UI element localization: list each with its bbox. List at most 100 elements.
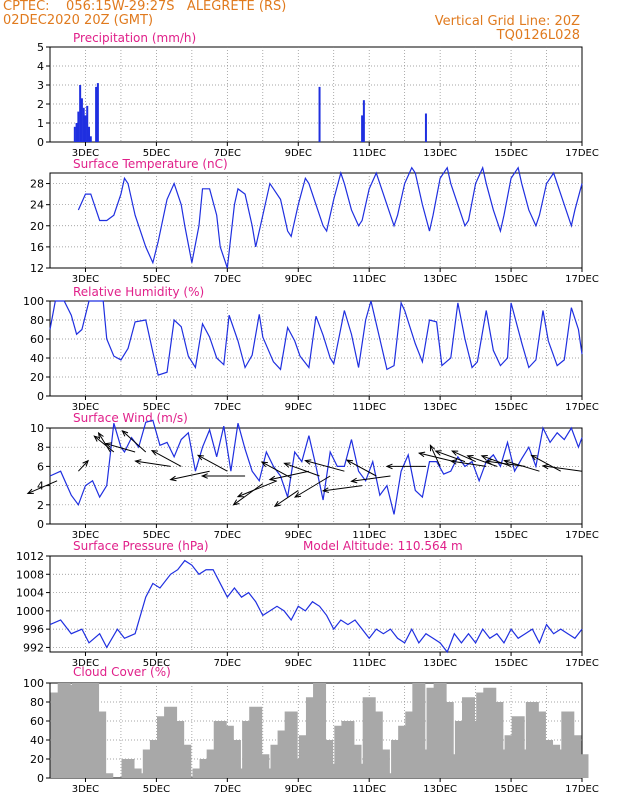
wind-arrow-shaft [323, 485, 363, 492]
precip-xtick-label: 9DEC [285, 148, 312, 159]
wind-arrow-shaft [504, 460, 540, 472]
wind-arrow-head [283, 462, 291, 468]
wind-arrow-shaft [135, 460, 171, 467]
temp-ytick-label: 12 [30, 262, 44, 275]
wind-arrow-head [82, 459, 89, 467]
wind-arrow-shaft [419, 452, 455, 463]
wind-xtick-label: 9DEC [285, 530, 312, 541]
wind-arrow-shaft [94, 435, 115, 453]
wind-xtick-label: 17DEC [565, 530, 599, 541]
cloud-xtick-label: 15DEC [494, 784, 528, 795]
pressure-ytick-label: 992 [23, 641, 44, 654]
cloud-title: Cloud Cover (%) [73, 665, 171, 679]
precip-bar [424, 113, 427, 142]
pressure-ytick-label: 1000 [16, 605, 44, 618]
wind-arrow-shaft [481, 455, 512, 467]
wind-arrow-head [293, 491, 302, 498]
rh-xtick-label: 9DEC [285, 402, 312, 413]
wind-arrow-head [121, 430, 129, 437]
pressure-ytick-label: 1012 [16, 550, 44, 563]
pressure-xtick-label: 7DEC [214, 658, 241, 669]
precip-bar [73, 126, 76, 142]
pressure-ytick-label: 996 [23, 623, 44, 636]
wind-arrow-shaft [542, 465, 583, 472]
wind-arrow-head [350, 477, 358, 484]
temp-ytick-label: 24 [30, 199, 44, 212]
rh-ytick-label: 20 [30, 371, 44, 384]
precip-bar [361, 115, 364, 142]
wind-arrow-head [134, 459, 142, 465]
precip-bar [95, 86, 98, 142]
precip-bar [82, 107, 85, 142]
temp-xtick-label: 13DEC [423, 274, 457, 285]
wind-arrow-head [530, 454, 538, 461]
rh-xtick-label: 7DEC [214, 402, 241, 413]
wind-arrow-shaft [294, 475, 331, 498]
wind-ytick-label: 8 [37, 441, 44, 454]
temp-series-line [77, 165, 583, 269]
wind-arrow-shaft [78, 460, 89, 472]
cloud-xtick-label: 13DEC [423, 784, 457, 795]
wind-ytick-label: 2 [37, 499, 44, 512]
temp-ytick-label: 16 [30, 241, 44, 254]
precip-ytick-label: 1 [37, 117, 44, 130]
wind-arrow-head [304, 459, 312, 465]
rh-ytick-label: 40 [30, 352, 44, 365]
wind-arrow-head [273, 500, 281, 507]
cloud-bar [376, 749, 390, 778]
cloud-ytick-label: 60 [30, 715, 44, 728]
precip-ytick-label: 2 [37, 98, 44, 111]
pressure-frame [49, 555, 583, 653]
pressure-ytick-label: 1008 [16, 568, 44, 581]
model-altitude: Model Altitude: 110.564 m [303, 539, 463, 553]
wind-xtick-label: 7DEC [214, 530, 241, 541]
cloud-bar [192, 768, 206, 778]
precip-bar [88, 126, 91, 142]
wind-xtick-label: 3DEC [72, 530, 99, 541]
pressure-xtick-label: 9DEC [285, 658, 312, 669]
cloud-xtick-label: 5DEC [143, 784, 170, 795]
pressure-title: Surface Pressure (hPa) [73, 539, 209, 553]
wind-arrow-head [200, 473, 208, 479]
wind-arrow-head [484, 459, 493, 465]
wind-arrow-shaft [531, 454, 561, 472]
wind-arrow-shaft [237, 480, 278, 498]
wind-arrow-shaft [98, 432, 111, 453]
cloud-ytick-label: 100 [23, 677, 44, 690]
wind-arrow-head [236, 492, 244, 498]
wind-ytick-label: 0 [37, 518, 44, 531]
cloud-bar [235, 768, 249, 778]
wind-arrow-shaft [233, 483, 264, 506]
rh-ytick-label: 80 [30, 314, 44, 327]
precip-xtick-label: 15DEC [494, 148, 528, 159]
wind-xtick-label: 15DEC [494, 530, 528, 541]
wind-arrow-head [480, 455, 488, 461]
precip-bar [77, 111, 80, 142]
wind-arrow-head [196, 454, 205, 461]
wind-arrow-head [169, 475, 177, 482]
pressure-series-line [49, 559, 583, 654]
wind-arrow-shaft [170, 470, 210, 481]
cloud-bar [135, 773, 149, 778]
precip-bar [80, 98, 83, 142]
cloud-xtick-label: 17DEC [565, 784, 599, 795]
cloud-xtick-label: 7DEC [214, 784, 241, 795]
wind-arrow-head [345, 459, 354, 466]
rh-xtick-label: 11DEC [352, 402, 386, 413]
cloud-ytick-label: 40 [30, 734, 44, 747]
cloud-ytick-label: 0 [37, 772, 44, 785]
wind-arrow-shaft [435, 450, 466, 463]
header-left-line1: CPTEC: 056:15W-29:27S ALEGRETE (RS) [3, 0, 287, 14]
wind-xtick-label: 13DEC [423, 530, 457, 541]
precip-bar [84, 115, 87, 142]
precip-bar [362, 100, 365, 142]
precip-bar [318, 86, 321, 142]
wind-arrow-shaft [151, 450, 182, 467]
temp-xtick-label: 7DEC [214, 274, 241, 285]
precip-bar [96, 83, 99, 142]
rh-xtick-label: 3DEC [72, 402, 99, 413]
cloud-xtick-label: 3DEC [72, 784, 99, 795]
wind-arrow-shaft [261, 461, 292, 479]
precip-xtick-label: 7DEC [214, 148, 241, 159]
rh-series-line [49, 300, 583, 376]
